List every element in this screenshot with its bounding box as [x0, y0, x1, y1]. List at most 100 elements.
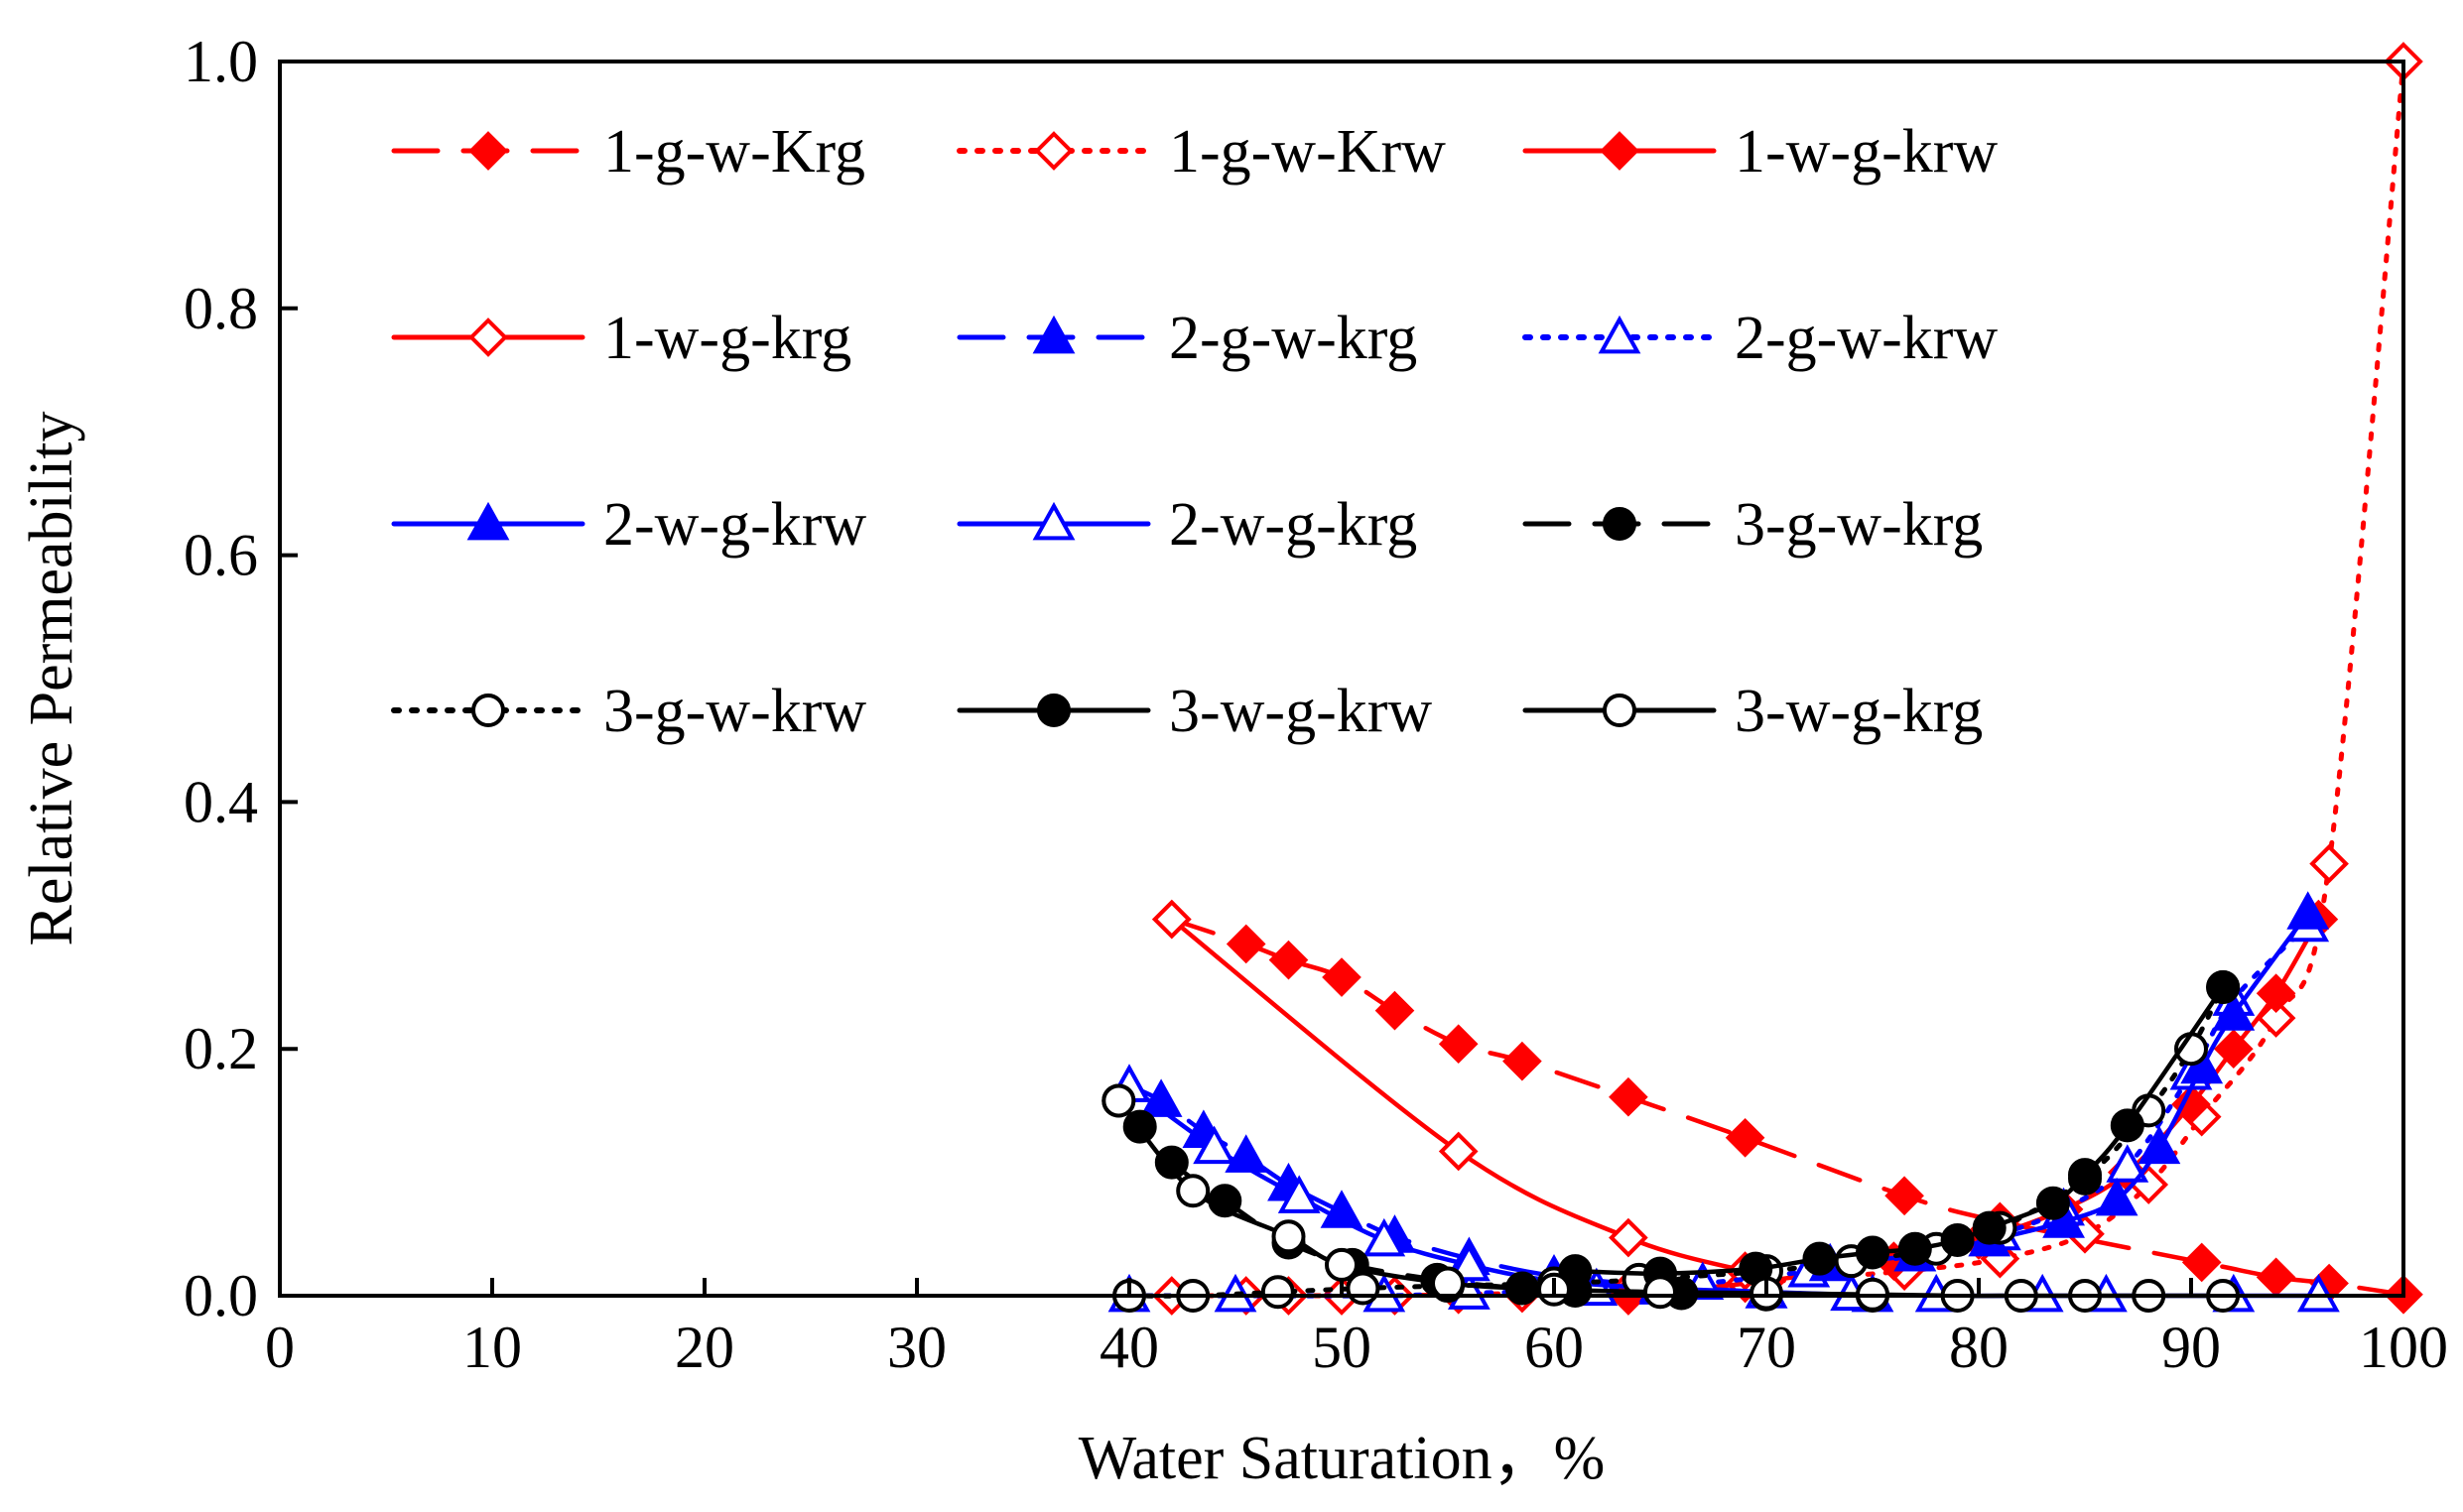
data-point — [1325, 1247, 1359, 1282]
legend-item: 3-g-w-krg — [1522, 491, 1983, 559]
x-axis-title: Water Saturation，% — [1079, 1425, 1605, 1492]
legend-marker — [1034, 131, 1074, 171]
data-point — [2171, 1084, 2211, 1125]
legend-marker — [1600, 131, 1639, 171]
legend: 1-g-w-Krg 1-g-w-Krw 1-w-g-krw 1-w-g-krg 2-g-… — [391, 118, 1998, 745]
legend-marker — [1032, 315, 1076, 354]
data-point — [2095, 1177, 2139, 1216]
y-tick-label: 0.8 — [184, 276, 258, 341]
data-point — [2256, 973, 2296, 1014]
legend-item: 2-w-g-krw — [391, 491, 866, 559]
data-point — [2286, 891, 2330, 930]
data-point — [1609, 1076, 1648, 1117]
y-tick-label: 0.6 — [184, 523, 258, 588]
legend-label: 2-g-w-krg — [1169, 305, 1417, 372]
data-point — [1884, 1176, 1924, 1216]
x-tick-label: 20 — [675, 1315, 734, 1380]
data-point — [1940, 1223, 1975, 1258]
data-point — [1438, 1131, 1479, 1172]
data-point — [1320, 1190, 1363, 1228]
data-point — [1802, 1241, 1837, 1276]
y-tick-label: 0.0 — [184, 1263, 258, 1328]
data-point — [1856, 1235, 1889, 1270]
data-point — [1897, 1231, 1932, 1266]
legend-marker — [468, 317, 508, 357]
x-tick-label: 0 — [265, 1315, 295, 1380]
data-point — [1374, 990, 1415, 1031]
legend-marker — [1032, 501, 1076, 541]
data-point — [1193, 1125, 1235, 1165]
data-point — [2309, 843, 2349, 884]
x-tick-label: 100 — [2359, 1315, 2448, 1380]
legend-item: 1-g-w-Krw — [957, 118, 1446, 186]
data-point — [1260, 1275, 1295, 1310]
legend-item: 3-w-g-krw — [957, 678, 1432, 745]
data-point — [2110, 1108, 2144, 1143]
x-tick-label: 80 — [1949, 1315, 2009, 1380]
series-1-w-g-krg — [1151, 899, 1765, 1291]
data-point — [2212, 992, 2256, 1031]
x-tick-label: 70 — [1737, 1315, 1796, 1380]
data-point — [2206, 970, 2241, 1004]
data-point — [2213, 1029, 2254, 1070]
y-tick-label: 0.4 — [184, 769, 258, 834]
data-point — [1268, 940, 1309, 980]
legend-label: 3-w-g-krw — [1169, 678, 1432, 745]
legend-label: 1-w-g-krg — [603, 305, 851, 372]
legend-label: 3-g-w-krg — [1735, 491, 1983, 559]
series-3-g-w-krw — [1112, 970, 2241, 1313]
data-point — [1725, 1117, 1765, 1158]
series-2-w-g-krw — [1808, 891, 2330, 1282]
x-tick-label: 10 — [462, 1315, 522, 1380]
legend-item: 3-g-w-krw — [391, 678, 866, 745]
data-point — [1448, 1242, 1491, 1282]
legend-label: 2-g-w-krw — [1735, 305, 1998, 372]
data-point — [2181, 1242, 2222, 1283]
legend-marker — [466, 501, 510, 541]
data-point — [2106, 1144, 2149, 1183]
data-point — [2138, 1125, 2181, 1165]
legend-item: 1-g-w-Krg — [391, 118, 865, 186]
data-point — [1609, 1217, 1648, 1258]
data-point — [1362, 1217, 1406, 1257]
legend-item: 2-g-w-krw — [1522, 305, 1998, 372]
data-point — [1154, 1145, 1189, 1180]
data-point — [1972, 1210, 2007, 1245]
legend-label: 3-w-g-krg — [1735, 678, 1983, 745]
data-point — [1558, 1254, 1593, 1289]
data-point — [1176, 1174, 1211, 1208]
legend-label: 1-g-w-Krg — [603, 118, 865, 186]
legend-label: 1-w-g-krw — [1735, 118, 1998, 186]
data-point — [1438, 1024, 1479, 1065]
plot-marks — [1102, 42, 2423, 1316]
x-tick-label: 30 — [887, 1315, 947, 1380]
data-point — [2256, 1257, 2296, 1298]
y-tick-label: 0.2 — [184, 1016, 258, 1081]
legend-item: 1-w-g-krw — [1522, 118, 1998, 186]
data-point — [1102, 1083, 1136, 1118]
data-point — [2068, 1158, 2102, 1193]
legend-label: 1-g-w-Krw — [1169, 118, 1446, 186]
series-line — [1169, 917, 2406, 1298]
data-point — [1271, 1219, 1306, 1254]
legend-item: 2-w-g-krg — [957, 491, 1417, 559]
legend-marker — [471, 693, 505, 727]
legend-marker — [1603, 693, 1636, 727]
data-point — [2035, 1186, 2070, 1220]
data-point — [1502, 1041, 1542, 1081]
data-point — [1139, 1078, 1183, 1117]
data-point — [1643, 1275, 1677, 1310]
x-tick-label: 40 — [1100, 1315, 1159, 1380]
legend-label: 2-w-g-krw — [603, 491, 866, 559]
legend-item: 1-w-g-krg — [391, 305, 851, 372]
legend-item: 3-w-g-krg — [1522, 678, 1983, 745]
data-point — [1151, 899, 1192, 940]
series-3-w-g-krw — [1558, 970, 2241, 1291]
data-point — [1226, 924, 1266, 964]
x-tick-label: 90 — [2161, 1315, 2221, 1380]
legend-marker — [1603, 507, 1636, 541]
legend-label: 2-w-g-krg — [1169, 491, 1417, 559]
x-tick-label: 60 — [1524, 1315, 1584, 1380]
y-tick-label: 1.0 — [184, 29, 258, 94]
